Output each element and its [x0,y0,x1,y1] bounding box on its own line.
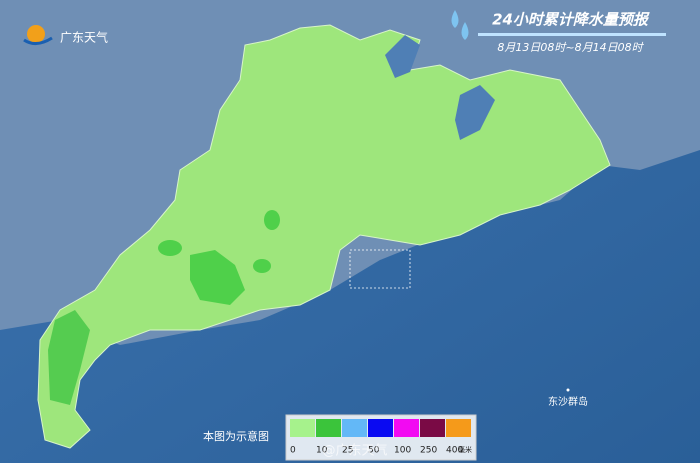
logo-text: 广东天气 [60,30,108,45]
legend-swatch [368,419,393,437]
legend-label: 250 [420,446,437,456]
note: 本图为示意图 [203,429,269,443]
rain-icon [451,10,469,40]
rain-area [253,259,271,273]
legend-swatch [394,419,419,437]
hk-macau-box [349,249,411,289]
legend-swatch [420,419,445,437]
title: 24小时累计降水量预报 [492,11,650,29]
logo-icon [27,25,45,43]
legend-label: 25 [342,446,353,456]
rain-area [158,240,182,256]
legend-swatch [316,419,341,437]
rain-area [264,210,280,230]
legend-label: 400 [446,446,463,456]
legend-swatch [342,419,367,437]
legend-swatch [446,419,471,437]
island-label: 东沙群岛 [548,395,588,408]
legend-swatch [290,419,315,437]
watermark: @广东天气 [322,443,387,459]
legend-label: 0 [290,446,296,456]
title-rule [478,33,666,36]
legend-label: 50 [368,446,380,456]
rain-area [190,250,245,305]
logo-icon [23,36,53,45]
subtitle: 8月13日08时~8月14日08时 [497,41,644,54]
legend-label: 100 [394,446,411,456]
island-dot [566,388,570,392]
legend-unit: 毫米 [458,445,472,454]
dry-area [455,85,495,140]
legend-label: 10 [316,446,328,456]
dry-area [385,35,420,78]
rain-area [48,310,90,405]
